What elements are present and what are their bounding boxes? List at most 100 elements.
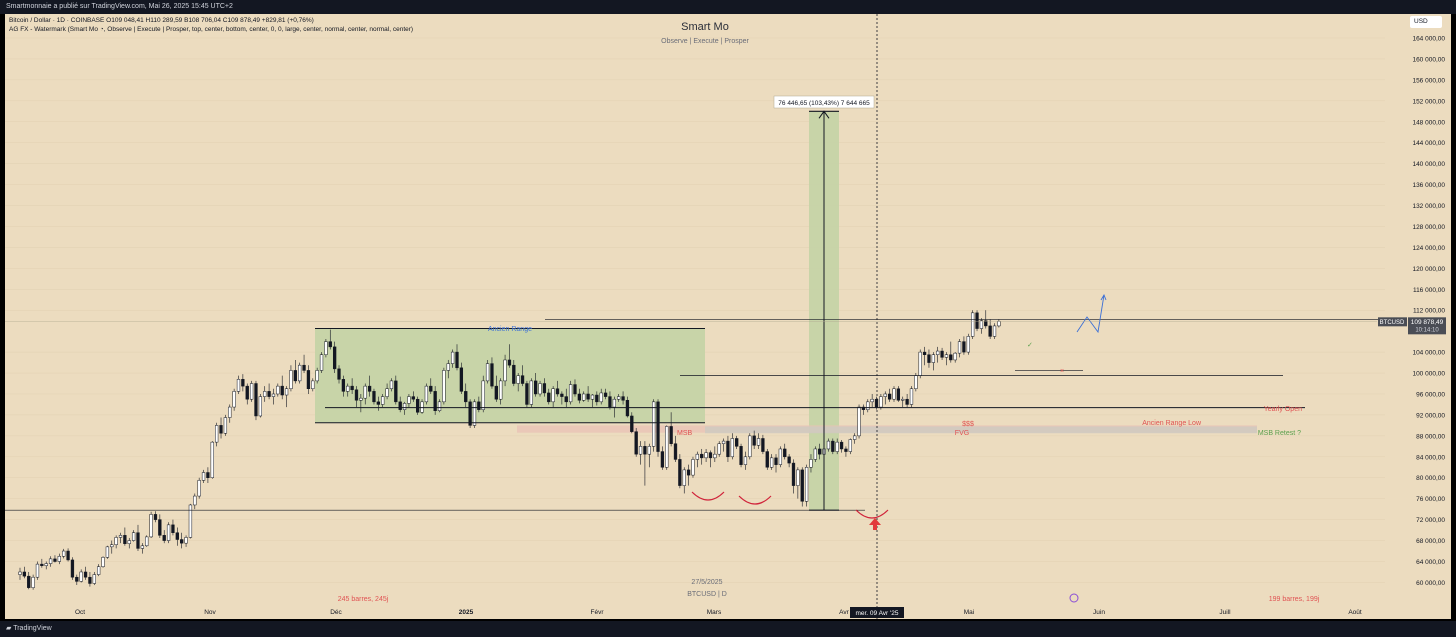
candle-body xyxy=(289,370,293,389)
candle-body xyxy=(455,351,459,369)
candle-body xyxy=(520,375,525,384)
candle-body xyxy=(896,388,901,401)
liquidity-curve xyxy=(855,509,889,519)
candle-body xyxy=(564,396,568,403)
candle-body xyxy=(992,325,997,337)
candle-body xyxy=(735,438,739,447)
candle-body xyxy=(503,359,507,382)
y-tick-label: 76 000,00 xyxy=(1416,496,1445,503)
candle-body xyxy=(215,425,219,443)
candle-body xyxy=(634,431,638,455)
chart-svg[interactable]: 76 446,65 (103,43%) 7 644 665 mer. 09 Avr… xyxy=(5,14,1451,619)
chart-area[interactable]: 76 446,65 (103,43%) 7 644 665 mer. 09 Avr… xyxy=(5,14,1451,619)
candle-body xyxy=(477,401,481,410)
candle-body xyxy=(485,363,490,382)
candles-layer xyxy=(18,310,1001,590)
y-tick-label: 164 000,00 xyxy=(1412,36,1445,43)
symbol-ohlc-line[interactable]: Bitcoin / Dollar · 1D · COINBASE O109 04… xyxy=(9,17,314,24)
candle-body xyxy=(92,574,96,584)
candle-body xyxy=(394,380,398,403)
candle-body xyxy=(276,385,280,395)
candle-body xyxy=(599,392,603,403)
y-tick-label: 112 000,00 xyxy=(1413,308,1445,315)
candle-body xyxy=(656,401,660,452)
candle-body xyxy=(402,403,407,410)
candle-body xyxy=(857,406,861,437)
candle-body xyxy=(678,459,682,486)
candle-body xyxy=(791,462,796,486)
candle-body xyxy=(848,439,852,452)
candle-body xyxy=(577,393,582,401)
candle-body xyxy=(979,320,984,329)
candle-body xyxy=(892,388,896,400)
candle-body xyxy=(691,459,695,476)
y-tick-label: 160 000,00 xyxy=(1412,56,1445,63)
y-tick-label: 116 000,00 xyxy=(1413,287,1445,294)
candle-body xyxy=(346,385,350,392)
candle-body xyxy=(669,426,673,444)
candle-body xyxy=(813,448,817,460)
candle-body xyxy=(975,312,979,329)
x-tick-label: Mai xyxy=(964,609,974,616)
candle-body xyxy=(752,435,756,446)
ancien-range-label: Ancien Range xyxy=(488,326,532,333)
candle-body xyxy=(376,401,380,405)
x-tick-label: Déc xyxy=(330,609,342,616)
candle-body xyxy=(844,448,848,452)
candle-body xyxy=(359,397,363,401)
projection-arrowhead xyxy=(1100,293,1107,301)
watermark-subtitle: Observe | Execute | Prosper xyxy=(661,38,749,45)
cross-mark: × xyxy=(1060,368,1064,375)
candle-body xyxy=(31,576,35,588)
indicator-line[interactable]: AG FX - Watermark (Smart Mo ◔, Observe |… xyxy=(9,26,414,33)
overlays-layer: 76 446,65 (103,43%) 7 644 665 mer. 09 Avr… xyxy=(5,14,1446,619)
candle-body xyxy=(617,396,621,400)
candle-body xyxy=(372,391,376,403)
candle-body xyxy=(984,320,988,327)
candle-body xyxy=(267,391,271,397)
candle-body xyxy=(809,459,813,468)
candle-body xyxy=(284,388,289,396)
candle-body xyxy=(114,537,118,545)
candle-body xyxy=(206,472,210,478)
candle-body xyxy=(105,546,110,558)
candle-body xyxy=(324,341,328,355)
candle-body xyxy=(110,544,114,548)
candle-body xyxy=(512,364,516,384)
y-tick-label: 72 000,00 xyxy=(1416,517,1445,524)
candle-body xyxy=(682,469,686,486)
brand-name: TradingView xyxy=(13,625,52,632)
candle-body xyxy=(826,440,831,450)
candle-body xyxy=(424,385,429,403)
candle-body xyxy=(337,368,341,380)
candle-body xyxy=(621,396,625,401)
candle-body xyxy=(997,321,1001,327)
candle-body xyxy=(40,563,44,566)
x-tick-label: Mars xyxy=(707,609,722,616)
candle-body xyxy=(534,380,538,395)
candle-body xyxy=(818,448,822,455)
candle-body xyxy=(643,446,647,455)
tradingview-logo[interactable]: ▰ TradingView xyxy=(6,621,52,637)
tradingview-logo-icon: ▰ xyxy=(6,625,14,632)
candle-body xyxy=(363,385,367,399)
y-tick-label: 96 000,00 xyxy=(1416,391,1445,398)
candle-body xyxy=(966,336,970,353)
candle-body xyxy=(118,535,123,538)
candle-body xyxy=(988,325,992,337)
y-tick-label: 120 000,00 xyxy=(1412,266,1445,273)
candle-body xyxy=(866,401,870,410)
yearly-open-label: Yearly Open xyxy=(1264,406,1302,413)
candle-body xyxy=(298,364,302,382)
candle-body xyxy=(831,440,835,452)
candle-body xyxy=(839,441,844,450)
check-mark: ✓ xyxy=(1027,342,1033,349)
candle-body xyxy=(713,453,717,459)
candle-body xyxy=(586,393,590,400)
currency-button[interactable]: USD xyxy=(1410,16,1442,28)
candle-body xyxy=(188,504,193,538)
candle-body xyxy=(302,364,306,371)
y-tick-label: 144 000,00 xyxy=(1412,140,1445,147)
candle-body xyxy=(638,446,643,455)
y-tick-label: 92 000,00 xyxy=(1416,412,1445,419)
